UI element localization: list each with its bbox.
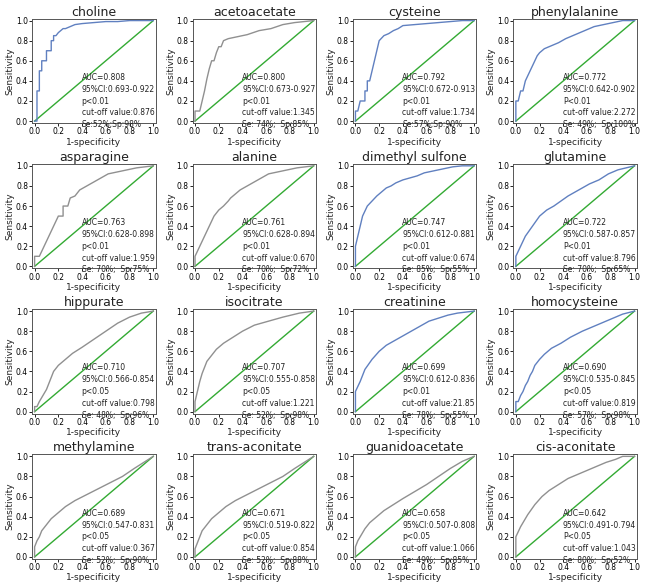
Title: guanidoacetate: guanidoacetate	[365, 442, 464, 455]
X-axis label: 1-specificity: 1-specificity	[227, 283, 282, 292]
X-axis label: 1-specificity: 1-specificity	[66, 428, 122, 437]
Title: dimethyl sulfone: dimethyl sulfone	[363, 151, 467, 164]
X-axis label: 1-specificity: 1-specificity	[548, 283, 603, 292]
Title: alanine: alanine	[231, 151, 278, 164]
Title: phenylalanine: phenylalanine	[531, 5, 619, 19]
Title: acetoacetate: acetoacetate	[213, 5, 296, 19]
Title: cis-aconitate: cis-aconitate	[535, 442, 616, 455]
Title: trans-aconitate: trans-aconitate	[207, 442, 302, 455]
X-axis label: 1-specificity: 1-specificity	[548, 138, 603, 146]
Text: AUC=0.658
95%CI:0.507-0.808
p<0.05
cut-off value:1.066
Se: 49%;  Sp:85%: AUC=0.658 95%CI:0.507-0.808 p<0.05 cut-o…	[402, 509, 476, 565]
Y-axis label: Sensitivity: Sensitivity	[326, 47, 335, 95]
Text: AUC=0.808
95%CI:0.693-0.922
p<0.01
cut-off value:0.876
Se:52%;Sp:98%: AUC=0.808 95%CI:0.693-0.922 p<0.01 cut-o…	[82, 73, 155, 129]
Title: hippurate: hippurate	[64, 296, 124, 309]
X-axis label: 1-specificity: 1-specificity	[227, 428, 282, 437]
Text: AUC=0.707
95%CI:0.555-0.858
p<0.05
cut-off value:1.221
Se: 52%;  Sp:98%: AUC=0.707 95%CI:0.555-0.858 p<0.05 cut-o…	[242, 363, 315, 420]
Text: AUC=0.690
95%CI:0.535-0.845
p<0.05
cut-off value:0.819
Se: 57%;  Sp:98%: AUC=0.690 95%CI:0.535-0.845 p<0.05 cut-o…	[563, 363, 636, 420]
Title: cysteine: cysteine	[389, 5, 441, 19]
Text: AUC=0.699
95%CI:0.612-0.836
p<0.01
cut-off value:21.85
Se: 78%;  Sp:55%: AUC=0.699 95%CI:0.612-0.836 p<0.01 cut-o…	[402, 363, 475, 420]
Y-axis label: Sensitivity: Sensitivity	[487, 47, 496, 95]
Text: AUC=0.800
95%CI:0.673-0.927
p<0.01
cut-off value:1.345
Se: 74%;  Sp:85%: AUC=0.800 95%CI:0.673-0.927 p<0.01 cut-o…	[242, 73, 315, 129]
Y-axis label: Sensitivity: Sensitivity	[166, 338, 175, 385]
Title: creatinine: creatinine	[384, 296, 446, 309]
Title: asparagine: asparagine	[59, 151, 129, 164]
Y-axis label: Sensitivity: Sensitivity	[6, 483, 14, 530]
Title: homocysteine: homocysteine	[531, 296, 619, 309]
X-axis label: 1-specificity: 1-specificity	[66, 138, 122, 146]
Text: AUC=0.772
95%CI:0.642-0.902
P<0.01
cut-off value:2.272
Se: 49%;  Sp:100%: AUC=0.772 95%CI:0.642-0.902 P<0.01 cut-o…	[563, 73, 636, 129]
X-axis label: 1-specificity: 1-specificity	[548, 573, 603, 583]
Text: AUC=0.763
95%CI:0.628-0.898
p<0.01
cut-off value:1.959
Se: 70%;  Sp:75%: AUC=0.763 95%CI:0.628-0.898 p<0.01 cut-o…	[82, 218, 155, 275]
Title: methylamine: methylamine	[53, 442, 135, 455]
Y-axis label: Sensitivity: Sensitivity	[6, 47, 14, 95]
Y-axis label: Sensitivity: Sensitivity	[166, 192, 175, 240]
Text: AUC=0.671
95%CI:0.519-0.822
p<0.05
cut-off value:0.854
Se: 52%;  Sp:88%: AUC=0.671 95%CI:0.519-0.822 p<0.05 cut-o…	[242, 509, 315, 565]
X-axis label: 1-specificity: 1-specificity	[227, 138, 282, 146]
X-axis label: 1-specificity: 1-specificity	[548, 428, 603, 437]
X-axis label: 1-specificity: 1-specificity	[66, 283, 122, 292]
Text: AUC=0.642
95%CI:0.491-0.794
P<0.05
cut-off value:1.043
Se: 80%;  Sp:52%: AUC=0.642 95%CI:0.491-0.794 P<0.05 cut-o…	[563, 509, 636, 565]
Title: isocitrate: isocitrate	[225, 296, 283, 309]
Y-axis label: Sensitivity: Sensitivity	[487, 192, 496, 240]
Y-axis label: Sensitivity: Sensitivity	[6, 192, 14, 240]
X-axis label: 1-specificity: 1-specificity	[66, 573, 122, 583]
Text: AUC=0.761
95%CI:0.628-0.894
p<0.01
cut-off value:0.670
Se: 70%;  Sp:72%: AUC=0.761 95%CI:0.628-0.894 p<0.01 cut-o…	[242, 218, 315, 275]
Text: AUC=0.792
95%CI:0.672-0.913
p<0.01
cut-off value:1.734
Se:57%;Sp:90%: AUC=0.792 95%CI:0.672-0.913 p<0.01 cut-o…	[402, 73, 476, 129]
Title: glutamine: glutamine	[543, 151, 607, 164]
Y-axis label: Sensitivity: Sensitivity	[166, 483, 175, 530]
Y-axis label: Sensitivity: Sensitivity	[6, 338, 14, 385]
Text: AUC=0.710
95%CI:0.566-0.854
p<0.05
cut-off value:0.798
Se: 48%;  Sp:96%: AUC=0.710 95%CI:0.566-0.854 p<0.05 cut-o…	[82, 363, 155, 420]
X-axis label: 1-specificity: 1-specificity	[387, 428, 443, 437]
X-axis label: 1-specificity: 1-specificity	[387, 573, 443, 583]
Y-axis label: Sensitivity: Sensitivity	[487, 338, 496, 385]
X-axis label: 1-specificity: 1-specificity	[387, 138, 443, 146]
Y-axis label: Sensitivity: Sensitivity	[166, 47, 175, 95]
Text: AUC=0.747
95%CI:0.612-0.881
p<0.01
cut-off value:0.674
Se: 85%;  Sp:55%: AUC=0.747 95%CI:0.612-0.881 p<0.01 cut-o…	[402, 218, 475, 275]
X-axis label: 1-specificity: 1-specificity	[387, 283, 443, 292]
Text: AUC=0.689
95%CI:0.547-0.831
p<0.05
cut-off value:0.367
Se: 52%;  Sp:90%: AUC=0.689 95%CI:0.547-0.831 p<0.05 cut-o…	[82, 509, 155, 565]
Y-axis label: Sensitivity: Sensitivity	[487, 483, 496, 530]
Y-axis label: Sensitivity: Sensitivity	[326, 192, 335, 240]
Title: choline: choline	[72, 5, 116, 19]
X-axis label: 1-specificity: 1-specificity	[227, 573, 282, 583]
Y-axis label: Sensitivity: Sensitivity	[326, 338, 335, 385]
Y-axis label: Sensitivity: Sensitivity	[326, 483, 335, 530]
Text: AUC=0.722
95%CI:0.587-0.857
P<0.01
cut-off value:8.796
Se: 70%;  Sp:65%: AUC=0.722 95%CI:0.587-0.857 P<0.01 cut-o…	[563, 218, 636, 275]
